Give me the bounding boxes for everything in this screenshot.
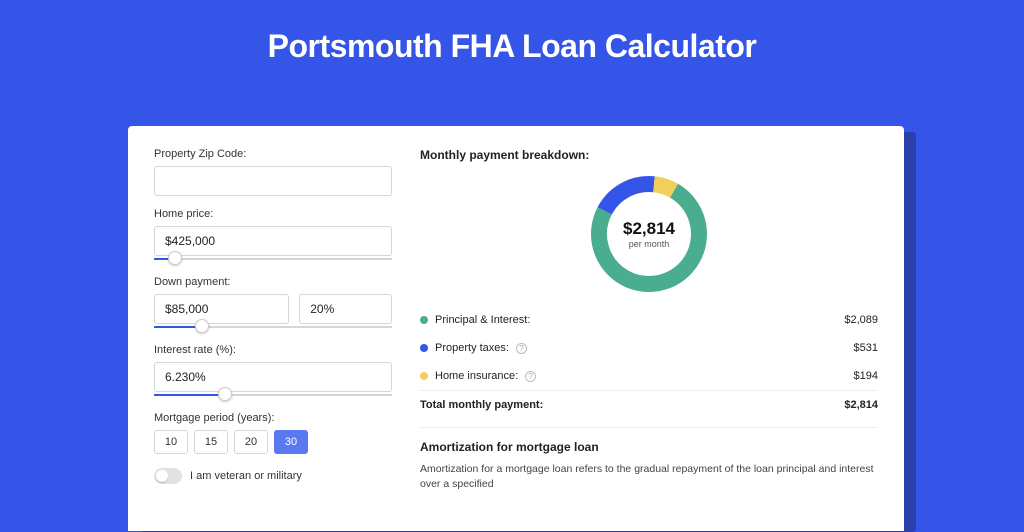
legend: Principal & Interest: $2,089 Property taxe… bbox=[420, 306, 878, 390]
legend-label-ins: Home insurance: bbox=[435, 370, 518, 382]
total-row: Total monthly payment: $2,814 bbox=[420, 390, 878, 419]
down-payment-pct-input[interactable] bbox=[299, 294, 392, 324]
donut-chart: $2,814 per month bbox=[589, 174, 709, 294]
amortization-text: Amortization for a mortgage loan refers … bbox=[420, 462, 878, 491]
donut-center-amount: $2,814 bbox=[623, 219, 675, 239]
slider-track bbox=[154, 258, 392, 260]
period-button-10[interactable]: 10 bbox=[154, 430, 188, 454]
legend-label-tax: Property taxes: bbox=[435, 342, 509, 354]
legend-row-tax: Property taxes:? $531 bbox=[420, 334, 878, 362]
zip-field: Property Zip Code: bbox=[154, 148, 392, 196]
amortization-block: Amortization for mortgage loan Amortizat… bbox=[420, 427, 878, 491]
home-price-slider[interactable] bbox=[154, 254, 392, 264]
down-payment-label: Down payment: bbox=[154, 276, 392, 288]
mortgage-period-field: Mortgage period (years): 10152030 bbox=[154, 412, 392, 454]
down-payment-field: Down payment: bbox=[154, 276, 392, 332]
toggle-knob bbox=[156, 470, 168, 482]
legend-value-pi: $2,089 bbox=[844, 314, 878, 326]
legend-label-pi: Principal & Interest: bbox=[435, 314, 530, 326]
legend-dot-tax bbox=[420, 344, 428, 352]
info-icon[interactable]: ? bbox=[525, 371, 536, 382]
zip-input[interactable] bbox=[154, 166, 392, 196]
period-button-group: 10152030 bbox=[154, 430, 392, 454]
info-icon[interactable]: ? bbox=[516, 343, 527, 354]
total-label: Total monthly payment: bbox=[420, 399, 543, 411]
interest-rate-field: Interest rate (%): bbox=[154, 344, 392, 400]
down-payment-input[interactable] bbox=[154, 294, 289, 324]
form-column: Property Zip Code: Home price: Down paym… bbox=[154, 148, 392, 491]
period-button-20[interactable]: 20 bbox=[234, 430, 268, 454]
amortization-title: Amortization for mortgage loan bbox=[420, 440, 878, 454]
interest-rate-slider[interactable] bbox=[154, 390, 392, 400]
legend-value-tax: $531 bbox=[854, 342, 878, 354]
breakdown-column: Monthly payment breakdown: $2,814 per mo… bbox=[420, 148, 878, 491]
slider-thumb[interactable] bbox=[195, 319, 209, 333]
donut-center: $2,814 per month bbox=[623, 219, 675, 249]
legend-dot-pi bbox=[420, 316, 428, 324]
slider-fill bbox=[154, 394, 225, 396]
slider-thumb[interactable] bbox=[218, 387, 232, 401]
total-value: $2,814 bbox=[844, 399, 878, 411]
slider-thumb[interactable] bbox=[168, 251, 182, 265]
home-price-input[interactable] bbox=[154, 226, 392, 256]
period-button-15[interactable]: 15 bbox=[194, 430, 228, 454]
mortgage-period-label: Mortgage period (years): bbox=[154, 412, 392, 424]
interest-rate-input[interactable] bbox=[154, 362, 392, 392]
legend-row-pi: Principal & Interest: $2,089 bbox=[420, 306, 878, 334]
veteran-label: I am veteran or military bbox=[190, 470, 302, 482]
home-price-label: Home price: bbox=[154, 208, 392, 220]
legend-dot-ins bbox=[420, 372, 428, 380]
zip-label: Property Zip Code: bbox=[154, 148, 392, 160]
down-payment-slider[interactable] bbox=[154, 322, 392, 332]
donut-center-sub: per month bbox=[623, 239, 675, 249]
legend-row-ins: Home insurance:? $194 bbox=[420, 362, 878, 390]
legend-value-ins: $194 bbox=[854, 370, 878, 382]
period-button-30[interactable]: 30 bbox=[274, 430, 308, 454]
breakdown-title: Monthly payment breakdown: bbox=[420, 148, 878, 162]
donut-area: $2,814 per month bbox=[420, 168, 878, 306]
veteran-toggle[interactable] bbox=[154, 468, 182, 484]
interest-rate-label: Interest rate (%): bbox=[154, 344, 392, 356]
calculator-card: Property Zip Code: Home price: Down paym… bbox=[128, 126, 904, 531]
page-title: Portsmouth FHA Loan Calculator bbox=[0, 0, 1024, 87]
home-price-field: Home price: bbox=[154, 208, 392, 264]
veteran-row: I am veteran or military bbox=[154, 468, 392, 484]
